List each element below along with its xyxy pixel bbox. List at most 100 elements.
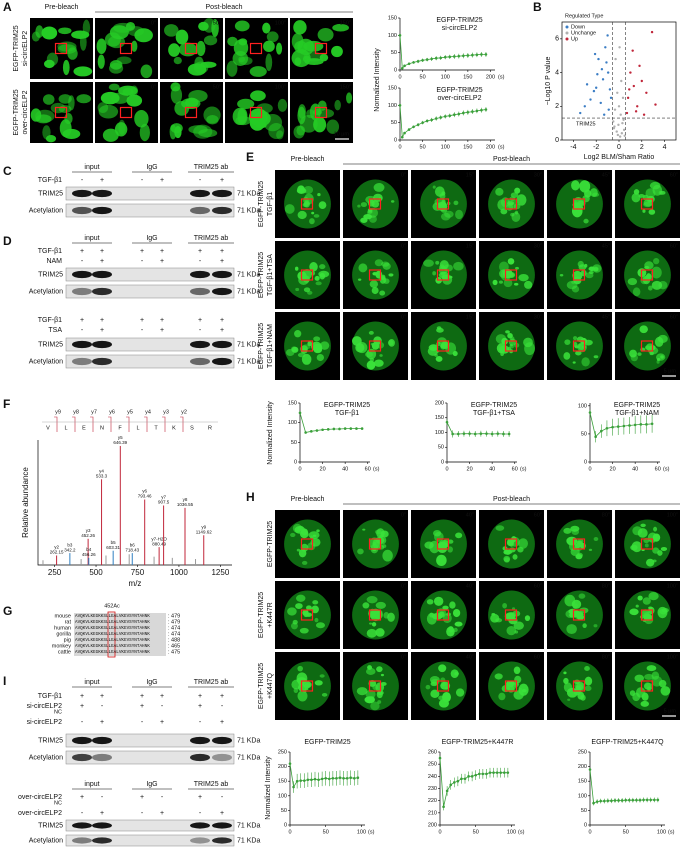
sign: - <box>199 719 202 726</box>
data-point <box>400 135 404 139</box>
residue: L <box>136 425 139 431</box>
time-label: 50'' <box>213 84 221 90</box>
data-point <box>594 435 597 439</box>
blot-band <box>92 340 112 349</box>
data-point <box>624 798 628 802</box>
cell-blob <box>76 94 92 104</box>
time-label: 100'' <box>667 583 678 589</box>
x-axis-label: (s) <box>368 829 375 835</box>
time-label: 30'' <box>534 314 542 320</box>
sign: - <box>199 258 202 265</box>
cell-blob <box>429 540 440 554</box>
peak-label: 533.3 <box>96 473 108 478</box>
cell-blob <box>652 559 657 563</box>
cell-blob <box>436 554 447 567</box>
cell-blob <box>631 192 641 203</box>
data-point <box>342 776 345 780</box>
blot-band <box>212 736 232 745</box>
cell-blob <box>433 596 444 606</box>
cell-blob <box>577 260 584 268</box>
cell-blob <box>79 33 87 51</box>
cell-blob <box>573 336 578 341</box>
row-label: EGFP-TRIM25 <box>267 521 274 567</box>
volcano-point <box>579 111 582 115</box>
sign: + <box>160 693 164 700</box>
cell-blob <box>654 336 664 347</box>
cell-blob <box>524 615 531 622</box>
x-axis-label: (s) <box>668 829 675 835</box>
band-label: TRIM25 <box>38 737 63 744</box>
time-label: 45'' <box>602 243 610 249</box>
cell-blob <box>290 622 298 630</box>
volcano-point <box>612 120 615 123</box>
band-label: Acetylation <box>29 358 63 365</box>
volcano-point <box>618 46 621 49</box>
cell-blob <box>513 666 521 675</box>
ion-bracket <box>180 416 184 432</box>
sign: + <box>198 248 202 255</box>
volcano-point <box>636 105 639 108</box>
cell-blob <box>593 267 599 272</box>
sign: + <box>100 693 104 700</box>
data-point <box>398 34 402 37</box>
axis <box>439 752 515 826</box>
sign: + <box>220 258 224 265</box>
cell-blob <box>356 687 368 696</box>
cell-blob <box>426 612 437 625</box>
band-label: Acetylation <box>29 837 63 844</box>
sign: - <box>199 177 202 184</box>
cell-blob <box>639 325 648 334</box>
cell-blob <box>640 700 650 707</box>
data-point <box>488 771 492 774</box>
time-label: 40'' <box>466 583 474 589</box>
row-label: EGFP-TRIM25 <box>258 181 265 227</box>
cell-blob <box>266 31 279 43</box>
sign: + <box>198 703 202 710</box>
cell-blob <box>563 677 569 685</box>
cell-blob <box>497 199 507 211</box>
x-tick-label: 0 <box>298 466 301 472</box>
site-box <box>107 611 116 658</box>
cell-blob <box>514 210 519 215</box>
cell-blob <box>380 673 385 677</box>
sign: - <box>101 794 104 801</box>
x-tick-label: 1000 <box>170 568 188 577</box>
cell-blob <box>175 29 189 45</box>
bleach-roi <box>184 42 198 55</box>
group-label: IgG <box>146 235 157 242</box>
cell-blob <box>390 200 395 203</box>
cell-blob <box>498 692 506 701</box>
x-tick-label: 1250 <box>211 568 229 577</box>
cell-blob <box>651 671 660 680</box>
cell-blob <box>113 22 133 33</box>
cell-blob <box>367 210 373 214</box>
blot-band <box>92 206 112 215</box>
cell-blob <box>592 192 600 197</box>
cell-blob <box>332 23 349 32</box>
peak-label: y9 <box>201 524 206 529</box>
bleach-roi <box>436 269 450 281</box>
data-point <box>313 777 317 781</box>
x-tick-label: -4 <box>570 144 576 151</box>
cell-blob <box>311 605 319 614</box>
data-point <box>416 60 420 63</box>
x-tick-label: 0 <box>398 144 401 150</box>
cell-blob <box>581 357 590 367</box>
x-axis-label: (s) <box>518 829 525 835</box>
sign: - <box>141 327 144 334</box>
cell-blob <box>250 90 266 102</box>
cell-blob <box>303 287 311 293</box>
volcano-point <box>595 86 598 89</box>
sign: + <box>220 693 224 700</box>
cell-blob <box>642 597 651 605</box>
group-label: TRIM25 ab <box>194 679 229 686</box>
cell-blob <box>648 592 659 601</box>
y-tick-label: 200 <box>435 400 444 406</box>
cell-blob <box>131 40 138 52</box>
cell-blob <box>298 548 307 558</box>
group-label: IgG <box>146 164 157 171</box>
cell-blob <box>496 343 507 354</box>
blot-band <box>92 837 112 844</box>
row-label: EGFP-TRIM25 <box>258 592 265 638</box>
x-tick-label: 50 <box>473 829 479 835</box>
